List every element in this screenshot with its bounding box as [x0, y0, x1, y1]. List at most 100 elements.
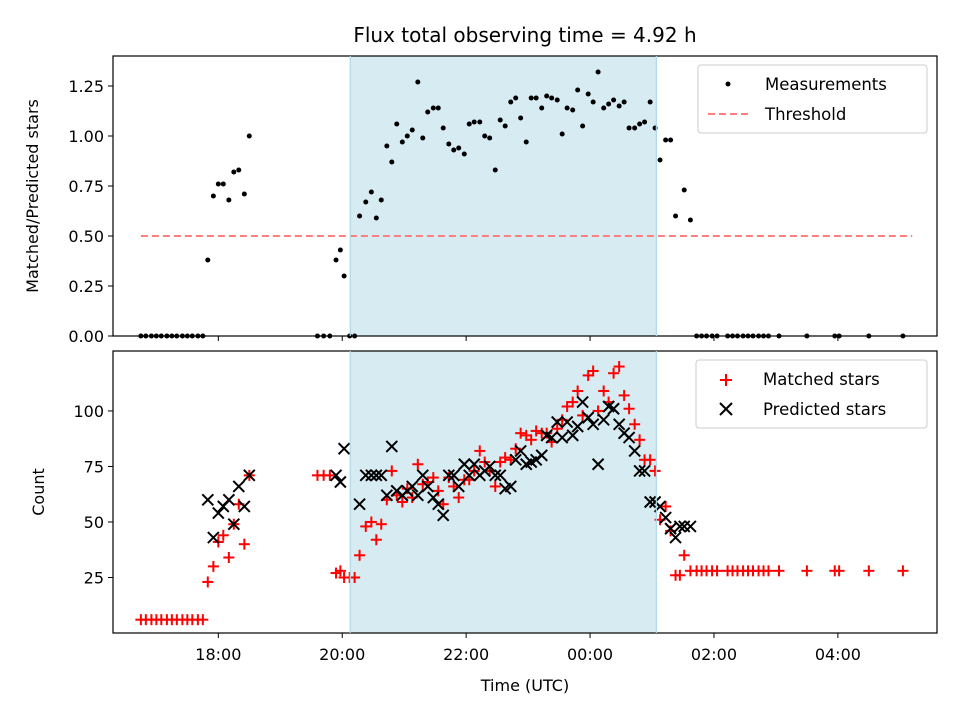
- predicted-point: [467, 458, 481, 471]
- predicted-point: [664, 522, 677, 535]
- predicted-point: [427, 491, 440, 504]
- predicted-point: [207, 531, 220, 544]
- matched-point: [370, 534, 382, 546]
- legend-predicted-marker: [719, 402, 733, 416]
- measurement-point: [637, 121, 643, 127]
- measurement-point: [564, 105, 570, 111]
- predicted-point: [411, 489, 425, 502]
- matched-point: [360, 520, 372, 532]
- matched-point: [833, 565, 845, 577]
- measurement-point: [668, 137, 674, 143]
- measurement-point: [378, 197, 384, 203]
- matched-point: [572, 385, 584, 397]
- predicted-point: [447, 469, 460, 482]
- predicted-point: [406, 480, 419, 493]
- matched-point: [561, 401, 573, 413]
- measurement-point: [632, 125, 638, 131]
- predicted-point: [380, 489, 394, 502]
- measurement-point: [456, 145, 462, 151]
- matched-point: [598, 385, 610, 397]
- measurement-point: [544, 93, 550, 99]
- y-tick-label: 25: [84, 568, 104, 587]
- measurement-point: [549, 95, 555, 101]
- measurement-point: [570, 107, 576, 113]
- matched-point: [207, 560, 219, 572]
- predicted-point: [227, 517, 241, 531]
- matched-point: [608, 367, 620, 379]
- matched-point: [674, 569, 686, 581]
- predicted-point: [560, 415, 574, 429]
- measurement-point: [210, 193, 216, 199]
- predicted-point: [238, 500, 251, 513]
- matched-point: [634, 434, 646, 446]
- predicted-point: [673, 520, 687, 533]
- predicted-stars-series: [201, 395, 697, 544]
- predicted-point: [628, 444, 641, 458]
- predicted-point: [576, 395, 589, 409]
- predicted-point: [566, 429, 579, 442]
- measurement-point: [341, 273, 347, 279]
- predicted-point: [638, 464, 651, 478]
- predicted-point: [607, 402, 620, 415]
- top-y-axis-label: Matched/Predicted stars: [23, 99, 42, 293]
- measurement-point: [205, 257, 211, 263]
- measurement-point: [241, 191, 247, 197]
- matched-point: [324, 469, 336, 481]
- measurement-point: [502, 123, 508, 129]
- predicted-point: [359, 469, 372, 482]
- matched-point: [711, 565, 723, 577]
- top-axes-frame: [112, 55, 938, 337]
- predicted-point: [365, 469, 378, 482]
- legend-measurements-label: Measurements: [765, 75, 887, 94]
- top-x-ticks: [217, 336, 839, 341]
- matched-point: [629, 418, 641, 430]
- predicted-point: [586, 418, 600, 431]
- measurement-point: [554, 97, 560, 103]
- measurement-point: [487, 135, 493, 141]
- measurement-point: [595, 69, 601, 75]
- predicted-point: [463, 469, 476, 482]
- matched-point: [660, 500, 672, 512]
- bottom-legend: Matched stars Predicted stars: [695, 359, 928, 429]
- predicted-point: [222, 493, 236, 506]
- matched-point: [762, 565, 774, 577]
- predicted-point: [622, 431, 636, 444]
- matched-point: [525, 434, 537, 446]
- predicted-point: [421, 480, 434, 493]
- predicted-point: [337, 442, 351, 455]
- measurement-point: [616, 103, 622, 109]
- predicted-point: [669, 531, 682, 544]
- bottom-legend-box: [695, 359, 928, 429]
- measurement-point: [384, 143, 390, 149]
- predicted-point: [370, 469, 383, 482]
- chart-title: Flux total observing time = 4.92 h: [353, 23, 696, 47]
- measurement-point: [508, 99, 514, 105]
- predicted-point: [551, 415, 564, 429]
- measurement-point: [528, 95, 534, 101]
- measurement-point: [226, 197, 232, 203]
- measurement-point: [626, 125, 632, 131]
- measurement-point: [681, 187, 687, 193]
- matched-point: [432, 485, 444, 497]
- predicted-point: [514, 444, 527, 458]
- measurement-point: [687, 217, 693, 223]
- measurement-point: [513, 95, 519, 101]
- matched-point: [623, 403, 635, 415]
- y-tick-label: 0.75: [68, 177, 104, 196]
- matched-point: [773, 565, 785, 577]
- y-tick-label: 0.25: [68, 277, 104, 296]
- predicted-point: [597, 413, 610, 427]
- measurement-point: [611, 97, 617, 103]
- measurement-point: [471, 119, 477, 125]
- matched-point: [365, 516, 377, 528]
- measurement-point: [451, 147, 457, 153]
- matched-point: [515, 427, 527, 439]
- measurement-point: [663, 137, 669, 143]
- measurement-point: [409, 127, 415, 133]
- y-tick-label: 1.25: [68, 77, 104, 96]
- measurement-point: [368, 189, 374, 195]
- predicted-point: [212, 506, 225, 520]
- measurement-point: [420, 135, 426, 141]
- measurement-point: [415, 79, 421, 85]
- predicted-point: [334, 475, 347, 489]
